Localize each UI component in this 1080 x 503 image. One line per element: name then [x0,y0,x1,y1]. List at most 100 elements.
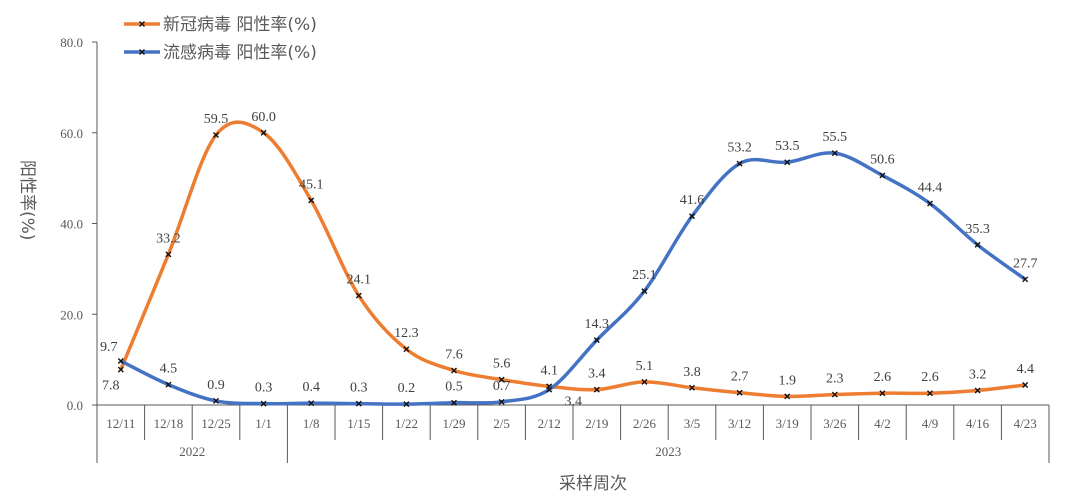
data-label: 33.2 [156,231,181,246]
data-point-marker [355,292,362,299]
x-tick-label: 2/5 [493,416,510,431]
data-point-marker [879,390,886,397]
data-point-marker [831,150,838,157]
data-point-marker [784,159,791,166]
y-axis-title: 阳性率(%) [17,160,37,240]
data-label: 1.9 [778,373,796,388]
series-line-0 [119,120,1026,399]
data-label: 5.6 [493,357,511,372]
data-label: 2.6 [921,370,939,385]
legend-marker [139,49,145,55]
y-tick-label: 80.0 [60,35,83,50]
data-label: 3.4 [564,395,582,410]
x-tick-label: 1/22 [395,416,418,431]
data-point-marker [498,376,505,383]
data-label: 24.1 [347,273,372,288]
data-label: 45.1 [299,177,324,192]
data-point-marker [593,386,600,393]
x-tick-label: 1/29 [442,416,465,431]
data-point-marker [546,386,553,393]
x-axis-title: 采样周次 [559,474,627,494]
x-tick-label: 4/2 [874,416,891,431]
data-point-marker [831,391,838,398]
data-point-marker [927,390,933,397]
x-tick-label: 2/19 [585,416,608,431]
data-label: 50.6 [870,152,895,167]
data-point-marker [974,241,981,248]
data-label: 2.3 [826,372,844,387]
data-point-marker [165,251,172,258]
x-tick-label: 4/16 [966,416,990,431]
data-label: 41.6 [680,193,705,208]
data-point-marker [403,346,410,353]
data-point-marker [641,288,648,295]
data-point-marker [213,132,219,139]
data-label: 0.3 [255,381,273,396]
data-label: 3.2 [969,367,987,382]
data-label: 2.6 [874,370,892,385]
x-tick-label: 12/18 [154,416,184,431]
data-point-marker [308,197,315,204]
x-tick-label: 2/26 [633,416,657,431]
data-label: 7.8 [102,379,120,394]
data-label: 12.3 [394,326,419,341]
data-point-marker [355,400,362,407]
data-point-marker [689,213,695,220]
x-tick-label: 3/5 [684,416,701,431]
data-point-marker [879,172,886,179]
data-label: 60.0 [251,110,276,125]
x-tick-label: 12/11 [106,416,135,431]
series-lines [117,120,1029,408]
data-label: 4.4 [1016,362,1034,377]
data-label: 3.8 [683,365,701,380]
data-label: 14.3 [585,317,610,332]
data-label: 5.1 [636,359,654,374]
x-tick-label: 3/12 [728,416,751,431]
legend-label: 流感病毒 阳性率(%) [163,43,317,63]
series-line-1 [120,151,1027,406]
y-tick-label: 60.0 [60,126,83,141]
data-label: 9.7 [100,340,118,355]
data-point-marker [974,387,981,394]
x-tick-label: 4/23 [1014,416,1037,431]
data-point-marker [784,393,791,400]
y-tick-label: 20.0 [60,307,83,322]
data-label: 27.7 [1013,256,1038,271]
year-label: 2022 [179,444,205,459]
x-tick-label: 3/19 [776,416,799,431]
data-label: 0.3 [350,381,368,396]
data-label: 4.1 [540,363,558,378]
data-point-marker [736,389,743,396]
legend-marker [139,21,145,27]
data-point-marker [593,337,600,344]
data-point-marker [689,384,695,391]
data-label: 59.5 [204,112,229,127]
data-label: 0.5 [445,380,463,395]
year-label: 2023 [655,444,681,459]
y-tick-label: 40.0 [60,217,83,232]
x-tick-label: 4/9 [922,416,939,431]
data-label: 25.1 [632,268,657,283]
axes: 0.0 20.0 40.0 60.0 80.0 12/11 12/18 12/25 1/1 1/8… [17,35,1050,494]
x-tick-label: 1/15 [347,416,370,431]
x-tick-label: 2/12 [538,416,561,431]
legend-label: 新冠病毒 阳性率(%) [163,15,317,35]
data-point-marker [451,399,457,406]
x-tick-label: 12/25 [201,416,231,431]
data-labels: 7.8 33.2 59.5 60.0 45.1 24.1 12.3 7.6 5.6 4.1 3.4 5… [100,110,1037,410]
data-label: 53.2 [727,141,752,156]
data-label: 55.5 [823,130,848,145]
data-point-marker [308,400,315,407]
data-label: 0.2 [398,381,416,396]
data-point-marker [117,366,124,373]
data-point-marker [1022,276,1029,283]
data-point-marker [260,400,267,407]
data-label: 44.4 [918,181,943,196]
x-tick-label: 1/8 [303,416,320,431]
data-label: 53.5 [775,139,800,154]
legend: 新冠病毒 阳性率(%) 流感病毒 阳性率(%) [124,15,317,63]
x-tick-label: 3/26 [823,416,847,431]
data-point-marker [927,200,933,207]
data-label: 2.7 [731,370,749,385]
